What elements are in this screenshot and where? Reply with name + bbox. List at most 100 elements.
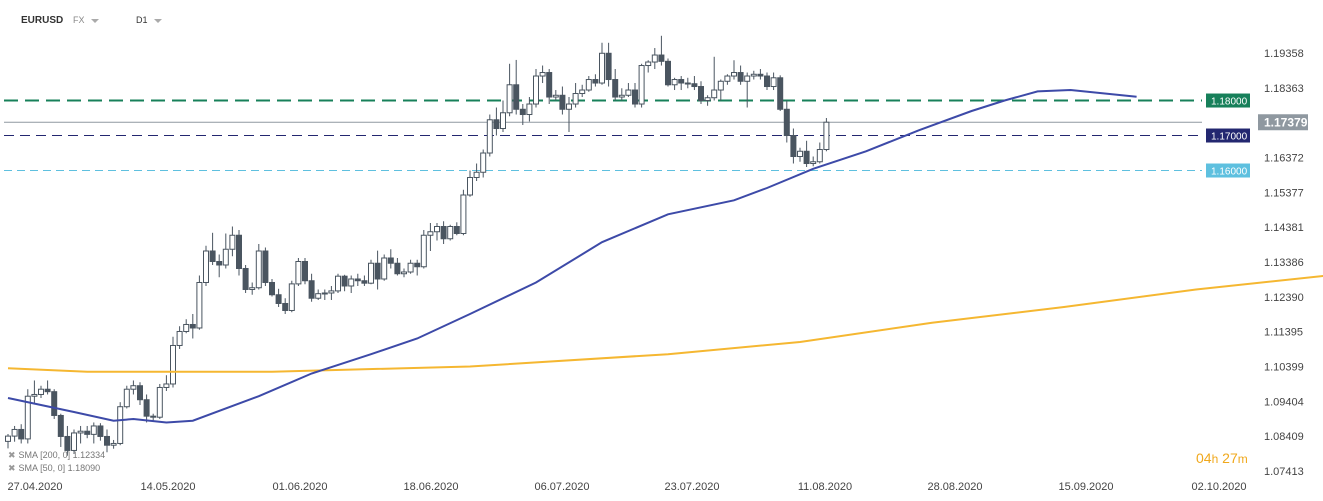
- candle: [156, 383, 163, 419]
- candle: [803, 140, 810, 168]
- candle-body: [407, 262, 414, 273]
- candle-body: [566, 103, 572, 110]
- y-tick-label: 1.10399: [1264, 362, 1304, 374]
- candle: [143, 394, 150, 423]
- candle-body: [427, 231, 434, 236]
- candle: [618, 88, 625, 101]
- candle: [196, 275, 203, 330]
- candle: [513, 59, 520, 115]
- candle-body: [328, 290, 335, 294]
- market-selector[interactable]: FX: [73, 15, 99, 25]
- candle-body: [711, 89, 718, 99]
- countdown-hours: 04: [1196, 450, 1212, 466]
- close-icon[interactable]: ✖: [8, 450, 16, 460]
- candle-body: [420, 234, 427, 268]
- candle: [486, 114, 493, 157]
- candle: [64, 425, 71, 456]
- y-tick-label: 1.18363: [1264, 83, 1304, 95]
- y-tick-label: 1.13386: [1264, 257, 1304, 269]
- countdown-m-unit: m: [1237, 452, 1248, 466]
- candle-body: [216, 260, 223, 266]
- candle: [176, 326, 183, 349]
- candle: [737, 65, 744, 85]
- candle-body: [64, 435, 71, 451]
- candle-body: [453, 225, 460, 234]
- candle-body: [559, 94, 566, 110]
- y-tick-label: 1.11395: [1264, 327, 1303, 339]
- y-tick-label: 1.16372: [1264, 152, 1304, 164]
- candle-body: [77, 430, 84, 434]
- candle-body: [546, 72, 553, 98]
- sma200-line: [7, 275, 1323, 373]
- candle-body: [783, 108, 790, 137]
- candle-body: [150, 415, 157, 418]
- y-axis: 1.193581.183631.173681.163721.153771.143…: [1264, 48, 1304, 478]
- candle-body: [236, 234, 242, 269]
- candle-body: [222, 248, 229, 266]
- candle: [473, 163, 480, 182]
- candle-body: [731, 72, 737, 77]
- candle: [321, 289, 328, 300]
- candle-body: [348, 278, 355, 287]
- bar-countdown: 04h 27m: [1196, 450, 1248, 466]
- candle: [816, 142, 823, 164]
- candle: [691, 76, 698, 91]
- candle: [546, 69, 553, 105]
- candle-body: [645, 61, 652, 67]
- close-icon[interactable]: ✖: [8, 463, 16, 473]
- candle-body: [321, 292, 328, 295]
- candle-body: [51, 391, 58, 416]
- candle-body: [803, 150, 810, 165]
- candle-body: [810, 161, 817, 165]
- symbol-label[interactable]: EURUSD: [21, 15, 64, 26]
- candle: [354, 273, 361, 286]
- candle-body: [585, 79, 592, 91]
- candle: [77, 425, 84, 444]
- candle: [236, 229, 242, 276]
- candle: [770, 72, 777, 91]
- candle: [764, 72, 770, 91]
- countdown-h-unit: h: [1211, 452, 1219, 466]
- candle: [744, 72, 751, 108]
- price-tag-bg: [1206, 163, 1250, 178]
- candle: [137, 382, 143, 405]
- candle: [790, 128, 797, 164]
- candle-body: [533, 75, 539, 105]
- candle: [302, 257, 308, 285]
- x-tick-label: 28.08.2020: [927, 481, 982, 493]
- candle-body: [104, 435, 110, 446]
- legend-sma200[interactable]: ✖ SMA [200, 0] 1.12334: [8, 450, 105, 461]
- timeframe-selector[interactable]: D1: [136, 15, 162, 25]
- candle-body: [486, 119, 493, 154]
- candle: [229, 226, 236, 257]
- legend-params: [50, 0]: [40, 463, 66, 473]
- candle-body: [401, 271, 407, 275]
- candle: [275, 288, 282, 307]
- candle: [572, 83, 579, 108]
- candle: [711, 56, 718, 101]
- candle: [500, 100, 506, 133]
- candle-body: [387, 257, 394, 264]
- countdown-minutes: 27: [1222, 450, 1238, 466]
- candle-body: [117, 406, 124, 444]
- candle-body: [229, 234, 236, 250]
- candle: [467, 170, 473, 197]
- candle: [57, 413, 64, 447]
- candle-body: [31, 393, 38, 397]
- candle-body: [519, 108, 526, 116]
- candle-body: [288, 283, 295, 311]
- candle: [401, 268, 407, 278]
- candle-body: [480, 152, 487, 173]
- candle-body: [651, 54, 658, 63]
- candles-layer: [5, 35, 830, 456]
- candle: [658, 35, 665, 66]
- candle-body: [658, 54, 665, 62]
- candle-body: [744, 75, 751, 82]
- candle: [315, 289, 322, 300]
- candle: [24, 389, 31, 444]
- candle: [328, 285, 335, 300]
- candle: [480, 149, 487, 178]
- legend-sma50[interactable]: ✖ SMA [50, 0] 1.18090: [8, 463, 100, 474]
